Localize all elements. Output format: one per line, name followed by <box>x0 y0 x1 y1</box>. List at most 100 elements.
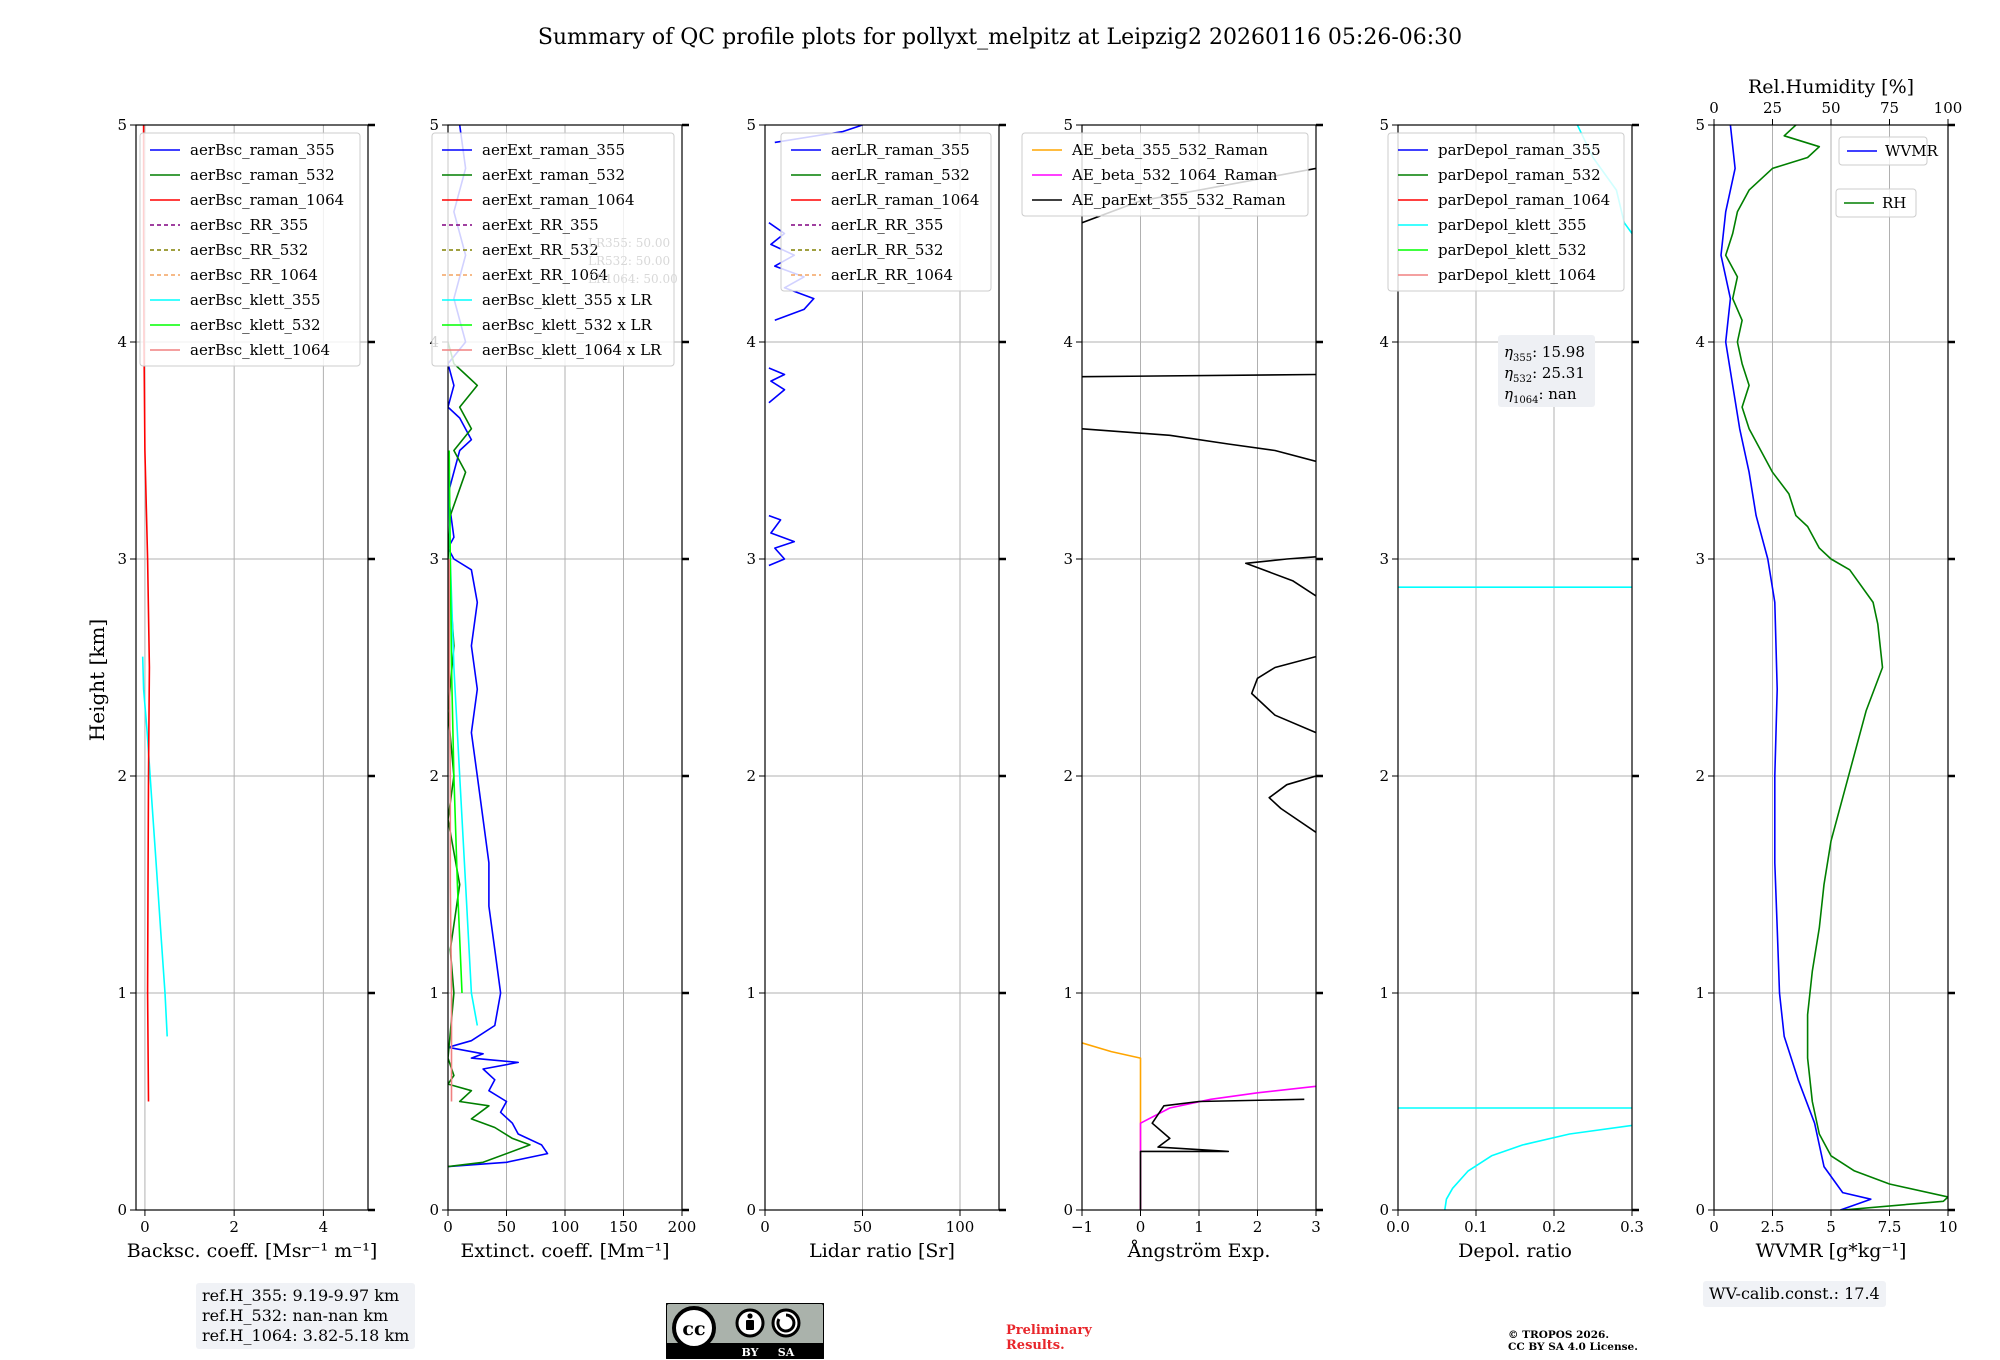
y-tick-label: 5 <box>117 116 127 134</box>
legend-frame <box>1387 132 1625 292</box>
x-tick-label: 2.5 <box>1761 1218 1785 1236</box>
faded-lr-text: LR355: 50.00 <box>588 236 670 250</box>
legend: aerLR_raman_355 aerLR_raman_532 aerLR_rama… <box>780 132 992 292</box>
y-tick-label: 2 <box>1379 767 1389 785</box>
series-line-aerExt_raman_355 <box>448 125 549 1168</box>
x-tick-label: 50 <box>497 1218 516 1236</box>
x-tick-label: 0.3 <box>1620 1218 1644 1236</box>
figure-title: Summary of QC profile plots for pollyxt_… <box>538 25 1462 50</box>
cc-logo-text: cc <box>682 1318 705 1340</box>
y-tick-label: 1 <box>1695 984 1705 1002</box>
wv-calibration-constant: WV-calib.const.: 17.4 <box>1703 1281 1886 1307</box>
legend-entry: parDepol_klett_532 <box>1438 241 1587 259</box>
legend-entry: aerBsc_RR_1064 <box>190 266 318 284</box>
eta-value: : nan <box>1538 385 1576 403</box>
legend-entry: aerLR_RR_532 <box>831 241 943 259</box>
series-line-AE_parExt_355_532_Raman-d <box>1245 556 1316 597</box>
legend-frame <box>139 132 361 367</box>
x2-tick-label: 25 <box>1763 99 1782 117</box>
y-tick-label: 0 <box>1063 1201 1073 1219</box>
y-tick-label: 3 <box>1379 550 1389 568</box>
eta-symbol: η <box>1504 343 1513 361</box>
y-axis-label: Height [km] <box>85 619 109 741</box>
x-tick-label: 0 <box>443 1218 453 1236</box>
faded-lr-text: LR532: 50.00 <box>588 254 670 268</box>
series-line-aerBsc_klett_355 <box>141 656 168 1037</box>
series-line-aerBsc_klett_1064-x-LR <box>448 559 453 1102</box>
legend-frame <box>1835 188 1917 218</box>
legend: aerBsc_raman_355 aerBsc_raman_532 aerBsc_r… <box>139 132 361 367</box>
legend-frame <box>1838 136 1928 166</box>
legend-entry: aerBsc_klett_1064 <box>190 341 330 359</box>
legend-entry: parDepol_klett_355 <box>1438 216 1587 234</box>
legend-entry: aerBsc_klett_355 x LR <box>482 291 653 309</box>
y-tick-label: 0 <box>117 1201 127 1219</box>
y-tick-label: 1 <box>1063 984 1073 1002</box>
legend-entry: aerLR_raman_1064 <box>831 191 979 209</box>
x-tick-label: 0 <box>1709 1218 1719 1236</box>
x2-tick-label: 75 <box>1880 99 1899 117</box>
y-tick-label: 2 <box>429 767 439 785</box>
y-tick-label: 3 <box>1063 550 1073 568</box>
series-line-AE_parExt_355_532_Raman-b <box>1268 775 1316 834</box>
axes-frame <box>1397 124 1633 1211</box>
x-axis-label: WVMR [g*kg⁻¹] <box>1756 1240 1907 1262</box>
y-tick-label: 3 <box>746 550 756 568</box>
legend-entry: aerBsc_RR_355 <box>190 216 308 234</box>
legend-frame <box>780 132 992 292</box>
legend-entry: aerLR_RR_355 <box>831 216 943 234</box>
y-tick-label: 3 <box>429 550 439 568</box>
x-tick-label: 7.5 <box>1878 1218 1902 1236</box>
eta-subscript: 1064 <box>1513 395 1538 406</box>
eta-row: η532: 25.31 <box>1504 364 1585 385</box>
y-tick-label: 1 <box>429 984 439 1002</box>
y-tick-label: 4 <box>1379 333 1389 351</box>
x-tick-label: 4 <box>319 1218 329 1236</box>
legend-entry: AE_beta_355_532_Raman <box>1071 141 1268 159</box>
x-axis-label: Depol. ratio <box>1458 1240 1572 1262</box>
y-tick-label: 2 <box>117 767 127 785</box>
cc-by-sa-license-badge: cc BY SA <box>666 1303 824 1359</box>
series-line-AE_parExt_355_532_Raman-e <box>1082 428 1316 463</box>
copyright-line-1: © TROPOS 2026. <box>1508 1329 1610 1341</box>
legend-entry: aerExt_raman_355 <box>482 141 625 159</box>
series-line-RH <box>1724 125 1948 1210</box>
y-tick-label: 1 <box>1379 984 1389 1002</box>
legend: aerExt_raman_355 aerExt_raman_532 aerExt_r… <box>431 132 675 367</box>
legend-entry: aerExt_RR_1064 <box>482 266 608 284</box>
legend-entry: aerExt_RR_355 <box>482 216 599 234</box>
y-tick-label: 0 <box>429 1201 439 1219</box>
axes-frame <box>764 124 1000 1211</box>
legend-entry: aerExt_raman_1064 <box>482 191 635 209</box>
sa-label: SA <box>778 1346 795 1359</box>
eta-box-bg <box>1498 335 1595 407</box>
y-tick-label: 3 <box>117 550 127 568</box>
panel-depol: 0.0 0.1 0.2 0.3 0 1 2 3 4 5 Depol. ratio parDepol_r… <box>1379 116 1643 1262</box>
y-tick-label: 0 <box>1695 1201 1705 1219</box>
legend-entry: aerLR_raman_532 <box>831 166 970 184</box>
y-tick-label: 4 <box>1695 333 1705 351</box>
x-axis-label: Backsc. coeff. [Msr⁻¹ m⁻¹] <box>127 1240 378 1262</box>
y-tick-label: 0 <box>1379 1201 1389 1219</box>
eta-subscript: 532 <box>1513 374 1532 385</box>
series-group <box>1082 167 1316 1210</box>
x-tick-label: 0 <box>140 1218 150 1236</box>
y-tick-label: 2 <box>1063 767 1073 785</box>
ref-h-355: ref.H_355: 9.19-9.97 km <box>202 1286 400 1305</box>
axes-frame <box>135 124 369 1211</box>
x-axis-label: Ångström Exp. <box>1127 1240 1271 1262</box>
legend-rh: RH <box>1835 188 1917 218</box>
legend-entry: aerBsc_klett_532 <box>190 316 321 334</box>
eta-subscript: 355 <box>1513 353 1532 364</box>
x-tick-label: 1 <box>1194 1218 1204 1236</box>
faded-lr-text: LR1064: 50.00 <box>588 272 678 286</box>
x-tick-label: −1 <box>1071 1218 1093 1236</box>
x-tick-label: 100 <box>551 1218 580 1236</box>
x-tick-label: 0.0 <box>1386 1218 1410 1236</box>
eta-row: η355: 15.98 <box>1504 343 1585 364</box>
y-tick-label: 2 <box>1695 767 1705 785</box>
series-line-AE_parExt_355_532_Raman-a <box>1139 1098 1305 1210</box>
series-line-parDepol_klett_355-a <box>1444 1124 1632 1210</box>
